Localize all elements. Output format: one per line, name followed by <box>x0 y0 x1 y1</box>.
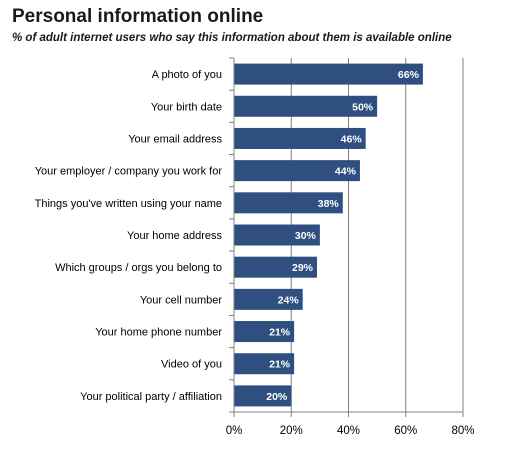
value-label: 46% <box>341 133 363 145</box>
bar <box>234 353 295 375</box>
value-label: 21% <box>269 327 291 339</box>
bar <box>234 127 366 149</box>
value-label: 44% <box>335 166 357 178</box>
category-label: Your political party / affiliation <box>80 391 222 403</box>
category-label: Which groups / orgs you belong to <box>55 262 222 274</box>
category-label: Your home phone number <box>95 327 222 339</box>
category-label: Your cell number <box>140 294 222 306</box>
x-tick-label: 60% <box>394 425 417 437</box>
bar <box>234 256 318 278</box>
category-label: Your home address <box>127 230 222 242</box>
chart-title: Personal information online <box>12 6 264 27</box>
value-label: 20% <box>266 391 288 403</box>
value-label: 24% <box>278 294 300 306</box>
category-label: Video of you <box>161 359 222 371</box>
category-label: A photo of you <box>152 69 222 81</box>
bar <box>234 288 303 310</box>
chart-subtitle: % of adult internet users who say this i… <box>12 32 452 44</box>
value-label: 29% <box>292 262 314 274</box>
value-label: 21% <box>269 359 291 371</box>
value-label: 66% <box>398 69 420 81</box>
value-label: 38% <box>318 198 340 210</box>
x-tick-label: 20% <box>280 425 303 437</box>
x-tick-label: 80% <box>451 425 474 437</box>
value-label: 50% <box>352 101 374 113</box>
x-tick-label: 40% <box>337 425 360 437</box>
bar <box>234 321 295 343</box>
bar <box>234 63 423 85</box>
category-label: Your birth date <box>151 101 222 113</box>
bar <box>234 95 378 117</box>
value-label: 30% <box>295 230 317 242</box>
category-label: Your employer / company you work for <box>35 166 223 178</box>
category-label: Your email address <box>128 133 222 145</box>
category-label: Things you've written using your name <box>35 198 222 210</box>
bar <box>234 224 320 246</box>
bar <box>234 385 292 407</box>
bar <box>234 192 343 214</box>
bar <box>234 160 360 182</box>
x-tick-label: 0% <box>226 425 243 437</box>
